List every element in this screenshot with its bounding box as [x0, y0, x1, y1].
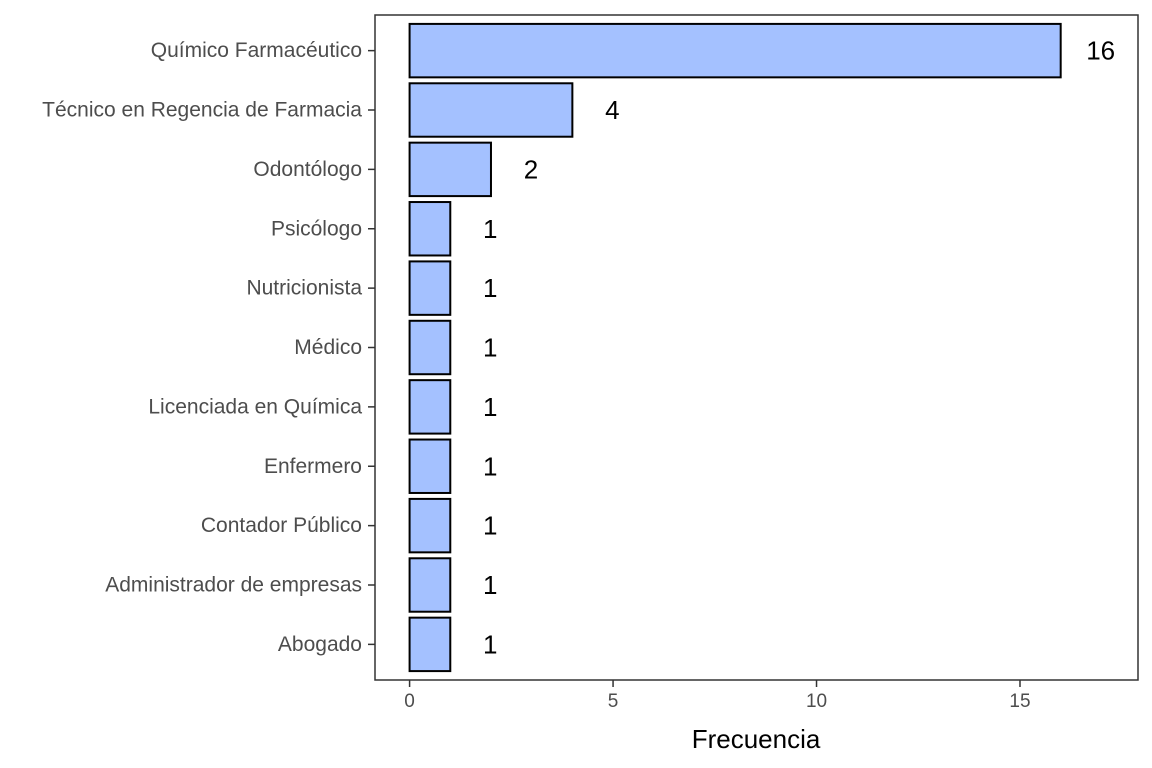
data-label-5: 1	[483, 273, 497, 303]
y-axis: Químico Farmacéutico Técnico en Regencia …	[42, 39, 375, 656]
y-tick-label-11: Abogado	[278, 633, 362, 656]
y-tick-label-9: Contador Público	[201, 514, 362, 537]
bar-9	[408, 497, 452, 554]
data-label-3: 2	[524, 154, 538, 184]
y-tick-label-6: Médico	[294, 336, 362, 359]
data-label-8: 1	[483, 451, 497, 481]
data-label-7: 1	[483, 392, 497, 422]
bars-layer	[408, 22, 1062, 673]
data-label-10: 1	[483, 570, 497, 600]
x-tick-label-5: 5	[608, 691, 619, 712]
x-tick-label-15: 15	[1009, 691, 1030, 712]
data-label-1: 16	[1086, 36, 1115, 66]
bar-4	[408, 201, 452, 257]
data-label-6: 1	[483, 333, 497, 363]
bar-2	[408, 82, 574, 138]
y-tick-label-10: Administrador de empresas	[105, 574, 362, 597]
bar-3	[408, 141, 492, 198]
y-tick-label-5: Nutricionista	[246, 277, 362, 300]
bar-7	[408, 379, 452, 435]
x-axis: 0 5 10 15	[404, 680, 1031, 712]
y-tick-label-4: Psicólogo	[271, 217, 362, 240]
bar-6	[408, 319, 452, 376]
bar-8	[408, 438, 452, 494]
x-tick-label-0: 0	[404, 691, 415, 712]
x-tick-label-10: 10	[806, 691, 827, 712]
data-label-11: 1	[483, 629, 497, 659]
y-tick-label-1: Químico Farmacéutico	[151, 39, 362, 62]
data-label-9: 1	[483, 511, 497, 541]
y-tick-label-3: Odontólogo	[253, 158, 362, 181]
bar-11	[408, 616, 452, 673]
y-tick-label-7: Licenciada en Química	[148, 395, 362, 418]
bar-1	[408, 22, 1062, 79]
bar-10	[408, 557, 452, 613]
data-label-4: 1	[483, 214, 497, 244]
data-label-2: 4	[605, 95, 619, 125]
x-axis-title: Frecuencia	[692, 724, 821, 754]
y-tick-label-2: Técnico en Regencia de Farmacia	[42, 99, 362, 122]
y-tick-label-8: Enfermero	[264, 455, 362, 478]
bar-5	[408, 260, 452, 316]
